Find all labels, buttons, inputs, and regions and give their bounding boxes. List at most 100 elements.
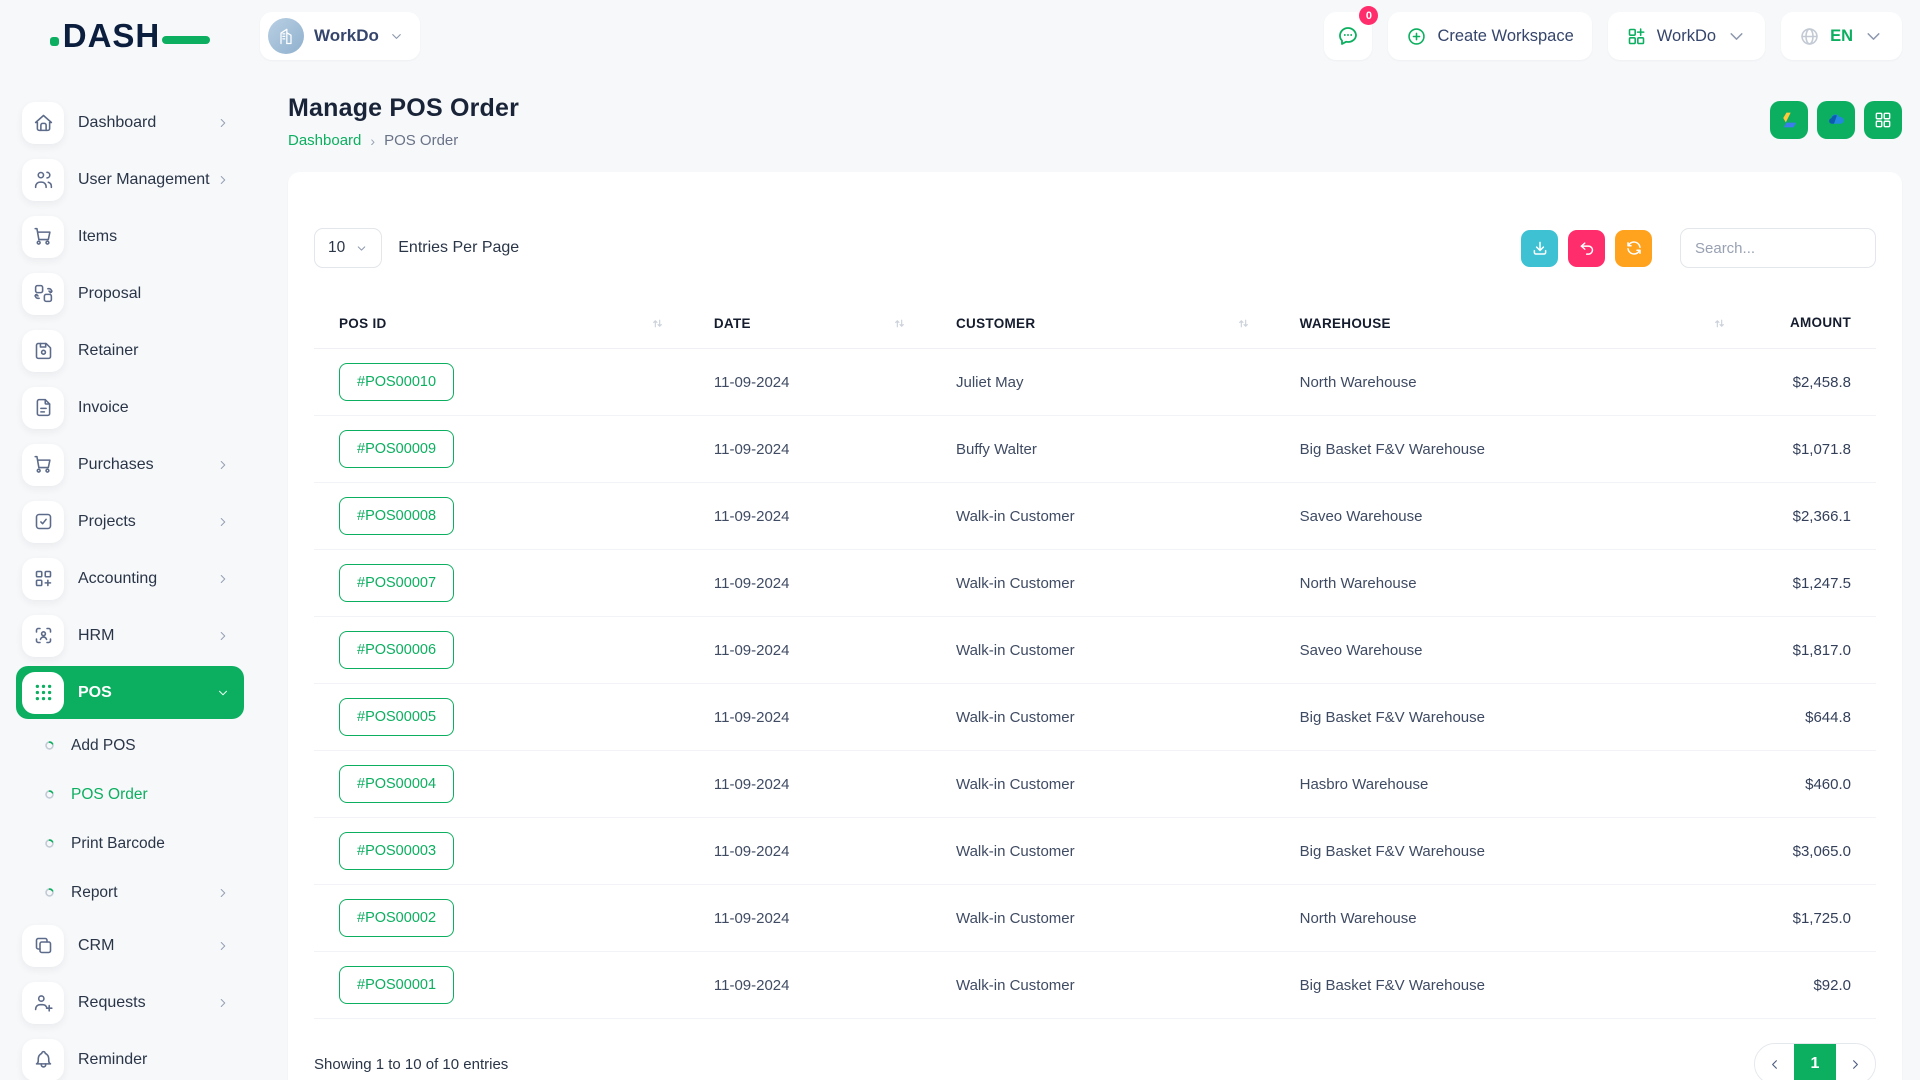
cell-amount: $1,071.8 <box>1751 415 1876 483</box>
pos-id-link[interactable]: #POS00008 <box>339 497 455 535</box>
cell-warehouse: North Warehouse <box>1274 348 1752 416</box>
pos-id-link[interactable]: #POS00006 <box>339 631 455 669</box>
sidebar-subitem-print-barcode[interactable]: Print Barcode <box>16 821 244 866</box>
cell-customer: Buffy Walter <box>930 415 1275 483</box>
grid-view-button[interactable] <box>1864 101 1902 139</box>
column-label: DATE <box>713 315 751 331</box>
next-page-button[interactable] <box>1836 1044 1875 1080</box>
workspace-name: WorkDo <box>314 26 379 45</box>
breadcrumb-separator-icon: › <box>370 132 376 149</box>
sort-icon <box>893 317 906 330</box>
sidebar-item-label: Reminder <box>78 1050 148 1068</box>
cell-amount: $1,817.0 <box>1751 616 1876 684</box>
sidebar-item-invoice[interactable]: Invoice <box>16 381 244 434</box>
download-icon <box>1531 239 1549 257</box>
column-header-warehouse[interactable]: WAREHOUSE <box>1274 298 1752 349</box>
topbar: DASH WorkDo 0 Create Workspace WorkDo EN <box>0 0 1920 72</box>
sidebar-item-proposal[interactable]: Proposal <box>16 267 244 320</box>
onedrive-button[interactable] <box>1817 101 1855 139</box>
sort-icon <box>1237 317 1250 330</box>
language-selector[interactable]: EN <box>1781 12 1902 60</box>
cell-warehouse: Big Basket F&V Warehouse <box>1274 415 1752 483</box>
cell-date: 11-09-2024 <box>688 616 931 684</box>
sidebar-subitem-report[interactable]: Report <box>16 870 244 915</box>
language-code: EN <box>1830 26 1853 45</box>
page-header-actions <box>1770 101 1902 149</box>
cell-customer: Walk-in Customer <box>930 482 1275 550</box>
sidebar-item-label: Print Barcode <box>71 834 165 852</box>
sort-icon <box>651 317 664 330</box>
column-header-customer[interactable]: CUSTOMER <box>930 298 1275 349</box>
sidebar-subitem-add-pos[interactable]: Add POS <box>16 723 244 768</box>
logo-wordmark: DASH <box>62 17 161 54</box>
pos-id-link[interactable]: #POS00001 <box>339 966 455 1004</box>
cell-amount: $2,366.1 <box>1751 482 1876 550</box>
sidebar-item-reminder[interactable]: Reminder <box>16 1033 244 1080</box>
cell-warehouse: North Warehouse <box>1274 549 1752 617</box>
pos-id-link[interactable]: #POS00009 <box>339 430 455 468</box>
entries-summary: Showing 1 to 10 of 10 entries <box>314 1055 509 1073</box>
pos-id-link[interactable]: #POS00007 <box>339 564 455 602</box>
breadcrumb-current: POS Order <box>384 132 459 149</box>
app-logo[interactable]: DASH <box>0 17 260 55</box>
table-row: #POS00002 11-09-2024 Walk-in Customer North… <box>314 884 1876 952</box>
create-workspace-button[interactable]: Create Workspace <box>1388 12 1592 60</box>
reset-button[interactable] <box>1568 229 1605 267</box>
copy-icon <box>22 924 64 967</box>
file-invoice-icon <box>22 386 64 429</box>
chevron-right-icon <box>216 886 230 900</box>
pos-id-link[interactable]: #POS00003 <box>339 832 455 870</box>
checkbox-icon <box>22 500 64 543</box>
cell-date: 11-09-2024 <box>688 750 931 818</box>
chat-icon <box>1336 24 1360 48</box>
pos-id-link[interactable]: #POS00004 <box>339 765 455 803</box>
cell-pos-id: #POS00005 <box>314 683 689 751</box>
sidebar-item-projects[interactable]: Projects <box>16 495 244 548</box>
refresh-button[interactable] <box>1615 229 1652 267</box>
chevron-right-icon <box>216 939 230 953</box>
sidebar-item-dashboard[interactable]: Dashboard <box>16 96 244 149</box>
sidebar-item-items[interactable]: Items <box>16 210 244 263</box>
workspace-avatar <box>268 18 304 54</box>
chevron-right-icon <box>216 116 230 130</box>
sidebar-item-hrm[interactable]: HRM <box>16 609 244 662</box>
cell-pos-id: #POS00004 <box>314 750 689 818</box>
search-input[interactable] <box>1680 228 1876 268</box>
sidebar: Dashboard User Management Items Proposal Ret… <box>0 72 260 1080</box>
sidebar-item-label: Dashboard <box>78 113 157 131</box>
main-content: Manage POS Order Dashboard › POS Order 1… <box>260 72 1920 1080</box>
workspace-menu-button[interactable]: WorkDo <box>1607 12 1766 60</box>
sidebar-item-crm[interactable]: CRM <box>16 919 244 972</box>
pos-id-link[interactable]: #POS00002 <box>339 899 455 937</box>
page-number-active[interactable]: 1 <box>1794 1044 1836 1080</box>
entries-per-page-select[interactable]: 10 <box>314 228 383 268</box>
workspace-selector[interactable]: WorkDo <box>260 12 420 60</box>
sidebar-item-label: Proposal <box>78 284 142 302</box>
breadcrumb-dashboard-link[interactable]: Dashboard <box>288 132 362 149</box>
pos-id-link[interactable]: #POS00005 <box>339 698 455 736</box>
pos-id-link[interactable]: #POS00010 <box>339 363 455 401</box>
pagination: 1 <box>1754 1043 1876 1080</box>
user-plus-icon <box>22 981 64 1024</box>
sidebar-item-requests[interactable]: Requests <box>16 976 244 1029</box>
column-header-pos-id[interactable]: POS ID <box>314 298 689 349</box>
sidebar-item-label: POS Order <box>71 785 148 803</box>
chevron-right-icon <box>216 458 230 472</box>
sidebar-subitem-pos-order[interactable]: POS Order <box>16 772 244 817</box>
prev-page-button[interactable] <box>1755 1044 1794 1080</box>
google-drive-button[interactable] <box>1770 101 1808 139</box>
cell-customer: Walk-in Customer <box>930 683 1275 751</box>
sidebar-item-label: Accounting <box>78 569 158 587</box>
export-button[interactable] <box>1521 229 1558 267</box>
messages-button[interactable]: 0 <box>1324 6 1379 60</box>
cell-warehouse: Saveo Warehouse <box>1274 616 1752 684</box>
column-header-amount[interactable]: AMOUNT <box>1751 298 1876 349</box>
sidebar-item-purchases[interactable]: Purchases <box>16 438 244 491</box>
sidebar-item-retainer[interactable]: Retainer <box>16 324 244 377</box>
sidebar-item-user-management[interactable]: User Management <box>16 153 244 206</box>
sidebar-item-accounting[interactable]: Accounting <box>16 552 244 605</box>
sidebar-item-pos[interactable]: POS <box>16 666 244 719</box>
table-row: #POS00004 11-09-2024 Walk-in Customer Hasbr… <box>314 750 1876 818</box>
column-header-date[interactable]: DATE <box>688 298 931 349</box>
cell-pos-id: #POS00002 <box>314 884 689 952</box>
